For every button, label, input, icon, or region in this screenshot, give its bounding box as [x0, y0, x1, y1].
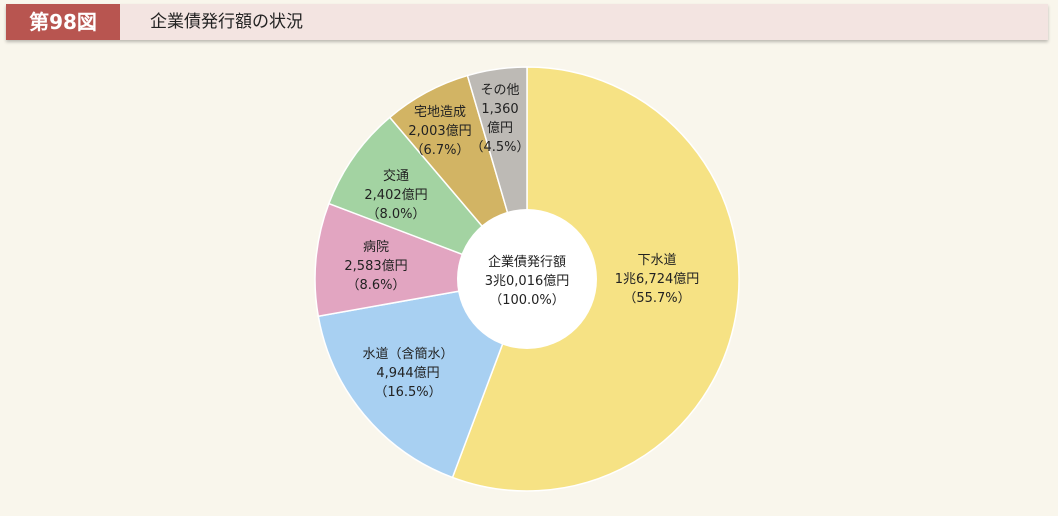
center-label-total: 3兆0,016億円 [485, 273, 570, 289]
figure-number: 第98図 [6, 4, 120, 40]
figure-header: 第98図 企業債発行額の状況 [6, 4, 1048, 40]
slice-label-value-6: 1,360 [481, 102, 518, 117]
center-label-percent: （100.0%） [489, 293, 565, 308]
slice-label-value-3: 2,583億円 [344, 258, 407, 274]
slice-label-name-2: 水道（含簡水） [362, 346, 453, 362]
slice-label-name-1: 下水道 [637, 253, 676, 268]
slice-label-value-2: 4,944億円 [376, 365, 439, 381]
slice-label-percent-6: （4.5%） [470, 140, 529, 155]
slice-label-name-5: 宅地造成 [414, 105, 466, 120]
slice-label-name-3: 病院 [363, 240, 389, 255]
slice-label-name-4: 交通 [383, 168, 409, 184]
slice-label-percent-3: （8.6%） [346, 278, 405, 293]
slice-label-name-6: その他 [480, 83, 519, 98]
slice-label-value-1: 1兆6,724億円 [615, 271, 700, 287]
slice-label-percent-1: （55.7%） [623, 291, 690, 306]
slice-label-percent-4: （8.0%） [366, 207, 425, 222]
figure-title: 企業債発行額の状況 [150, 12, 303, 32]
slice-label-percent-2: （16.5%） [374, 385, 441, 400]
slice-label-percent-5: （6.7%） [410, 143, 469, 158]
pie-slice-2 [317, 278, 529, 479]
slice-label-value-5: 2,003億円 [408, 123, 471, 139]
center-label-title: 企業債発行額 [488, 254, 566, 270]
slice-label-value-unit-6: 億円 [487, 120, 513, 136]
donut-hole [457, 209, 597, 349]
slice-label-value-4: 2,402億円 [364, 187, 427, 203]
